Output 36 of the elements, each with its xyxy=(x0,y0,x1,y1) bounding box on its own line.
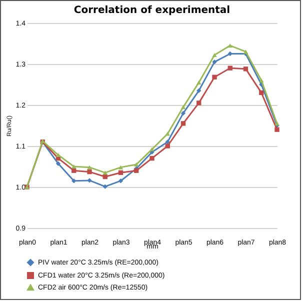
point xyxy=(118,170,124,175)
point xyxy=(72,164,76,169)
point xyxy=(228,51,232,56)
point xyxy=(102,184,108,189)
point xyxy=(212,74,217,80)
point xyxy=(118,178,124,184)
point xyxy=(72,178,76,184)
point xyxy=(56,161,61,166)
point xyxy=(228,66,232,70)
point xyxy=(87,178,92,183)
point xyxy=(87,165,92,170)
point xyxy=(228,44,232,48)
point xyxy=(180,105,186,110)
point xyxy=(72,168,76,173)
point xyxy=(259,78,264,82)
point xyxy=(134,162,139,166)
point xyxy=(180,110,186,116)
point xyxy=(118,165,124,170)
point xyxy=(87,169,92,174)
point xyxy=(180,121,186,126)
chart-title: Correlation of experimental xyxy=(74,5,230,16)
point xyxy=(243,66,248,72)
point xyxy=(165,140,170,144)
point xyxy=(196,80,202,84)
point xyxy=(212,60,217,64)
point xyxy=(274,121,280,126)
point xyxy=(165,144,170,148)
point xyxy=(150,147,154,152)
point xyxy=(243,50,248,54)
point xyxy=(102,174,108,180)
point xyxy=(150,156,154,161)
point xyxy=(259,90,264,96)
point xyxy=(274,127,280,132)
point xyxy=(196,88,202,93)
point xyxy=(196,100,202,106)
point xyxy=(212,52,217,58)
